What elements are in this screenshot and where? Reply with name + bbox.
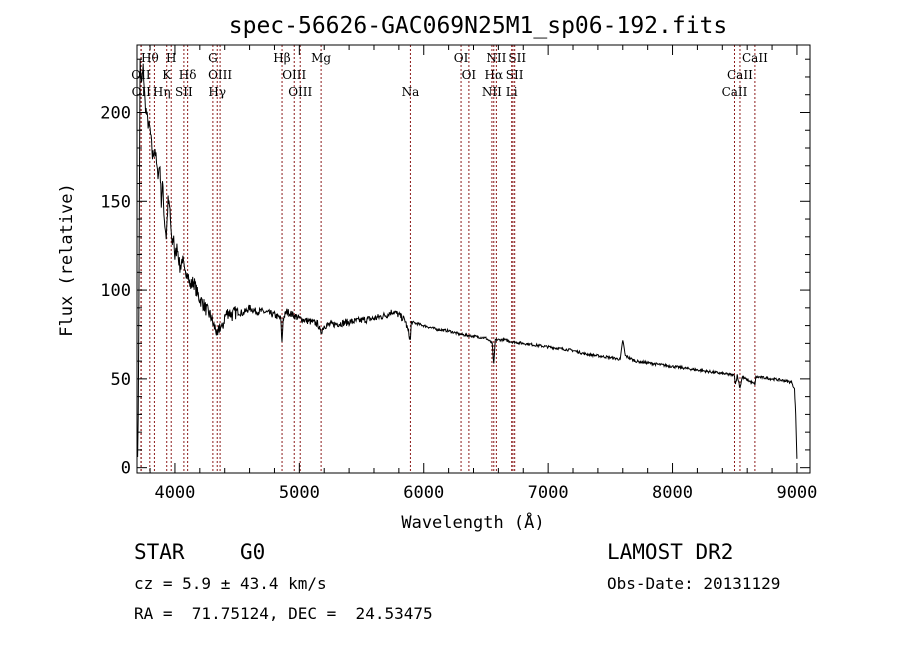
spectral-line-label: OI [462, 68, 477, 82]
y-tick-label: 50 [111, 370, 131, 390]
spectral-line-label: Hη [153, 85, 171, 99]
x-axis-label: Wavelength (Å) [401, 511, 544, 533]
x-tick-label: 6000 [403, 483, 444, 503]
spectral-line-label: Hδ [179, 68, 197, 82]
spectral-line-label: OIII [288, 85, 312, 99]
spectral-line-label: OII [132, 85, 152, 99]
x-tick-label: 5000 [279, 483, 320, 503]
spectral-line-label: SII [506, 68, 524, 82]
spectral-line-label: H [166, 51, 176, 65]
spectral-line-label: OI [454, 51, 469, 65]
spectral-line-label: Hθ [141, 51, 159, 65]
y-tick-label: 0 [121, 459, 131, 479]
plot-frame [136, 44, 811, 474]
redshift: cz = 5.9 ± 43.4 km/s [134, 574, 327, 593]
spectral-line-label: NII [486, 51, 506, 65]
spectrum-line [137, 58, 798, 459]
coordinates: RA = 71.75124, DEC = 24.53475 [134, 604, 433, 623]
spectral-line-label: SII [508, 51, 526, 65]
y-tick-label: 150 [100, 192, 131, 212]
spectral-line-label: G [208, 51, 218, 65]
spectral-line-label: CaII [727, 68, 753, 82]
survey-label: LAMOST DR2 [607, 540, 734, 564]
spectral-line-label: CaII [742, 51, 768, 65]
spectral-line-label: Li [506, 85, 518, 99]
x-tick-label: 4000 [154, 483, 195, 503]
subclass: G0 [240, 540, 266, 564]
spectral-line-label: Mg [311, 51, 331, 65]
spectral-line-label: Hα [485, 68, 504, 82]
y-tick-label: 200 [100, 103, 131, 123]
spectral-line-label: K [162, 68, 172, 82]
x-tick-label: 9000 [776, 483, 817, 503]
spectral-line-label: Na [402, 85, 420, 99]
x-tick-label: 8000 [652, 483, 693, 503]
spectral-line-label: Hγ [208, 85, 226, 99]
spectral-line-label: OIII [208, 68, 232, 82]
chart-title: spec-56626-GAC069N25M1_sp06-192.fits [229, 13, 728, 39]
spectral-line-label: Hβ [273, 51, 290, 65]
spectral-line-label: OIII [282, 68, 306, 82]
spectral-line-label: CaII [722, 85, 748, 99]
obs-date: Obs-Date: 20131129 [607, 574, 781, 593]
y-tick-label: 100 [100, 281, 131, 301]
spectral-line-label: SII [175, 85, 193, 99]
x-tick-label: 7000 [528, 483, 569, 503]
object-class: STAR [134, 540, 185, 564]
y-axis-label: Flux (relative) [57, 183, 77, 337]
spectral-line-label: NII [482, 85, 502, 99]
